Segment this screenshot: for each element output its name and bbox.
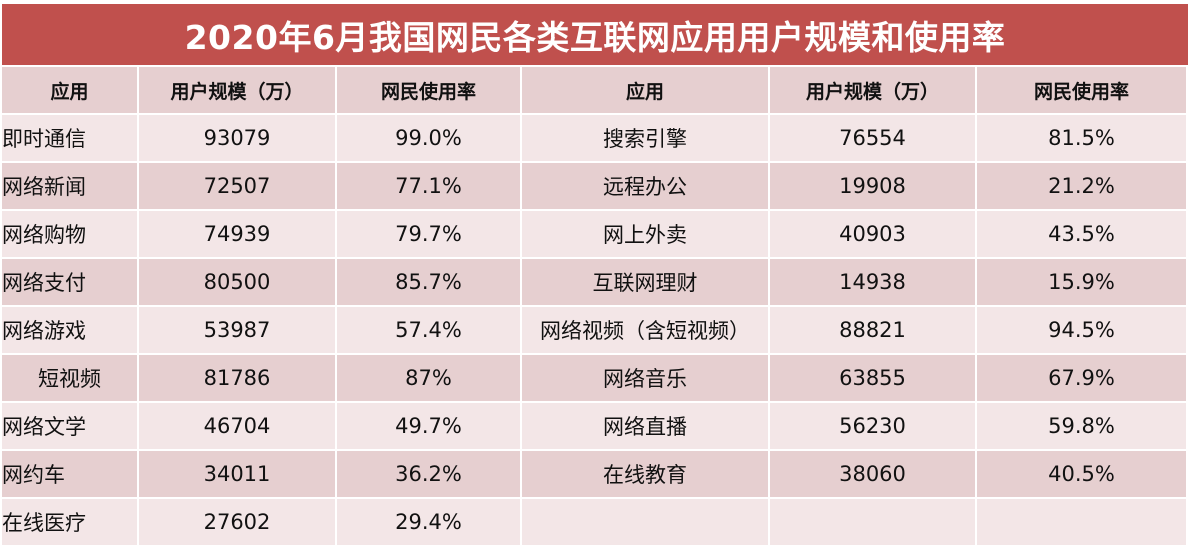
usage-rate-cell: 36.2% [337, 451, 522, 499]
usage-rate-cell: 29.4% [337, 499, 522, 547]
app-name-cell: 网络新闻 [2, 163, 139, 211]
usage-rate-cell: 43.5% [977, 211, 1188, 259]
user-count-cell: 76554 [770, 115, 977, 163]
usage-rate-cell: 85.7% [337, 259, 522, 307]
app-name-cell [522, 499, 770, 547]
table-row: 网络支付 80500 85.7% 互联网理财 14938 15.9% [2, 259, 1188, 307]
app-name-cell: 网络游戏 [2, 307, 139, 355]
user-count-cell: 72507 [139, 163, 337, 211]
user-count-cell [770, 499, 977, 547]
usage-rate-cell: 77.1% [337, 163, 522, 211]
app-name-cell: 网上外卖 [522, 211, 770, 259]
user-count-cell: 14938 [770, 259, 977, 307]
app-name-cell: 远程办公 [522, 163, 770, 211]
app-name-cell: 网络支付 [2, 259, 139, 307]
app-name-cell: 即时通信 [2, 115, 139, 163]
app-name-cell: 在线教育 [522, 451, 770, 499]
table-row: 短视频 81786 87% 网络音乐 63855 67.9% [2, 355, 1188, 403]
usage-rate-cell: 49.7% [337, 403, 522, 451]
user-count-cell: 81786 [139, 355, 337, 403]
table-title: 2020年6月我国网民各类互联网应用用户规模和使用率 [2, 4, 1188, 65]
table-row: 网络游戏 53987 57.4% 网络视频（含短视频） 88821 94.5% [2, 307, 1188, 355]
app-name-cell: 网络购物 [2, 211, 139, 259]
user-count-cell: 88821 [770, 307, 977, 355]
app-name-cell: 搜索引擎 [522, 115, 770, 163]
user-count-cell: 19908 [770, 163, 977, 211]
usage-rate-cell: 40.5% [977, 451, 1188, 499]
user-count-cell: 27602 [139, 499, 337, 547]
app-name-cell: 在线医疗 [2, 499, 139, 547]
usage-rate-cell: 94.5% [977, 307, 1188, 355]
usage-rate-cell: 87% [337, 355, 522, 403]
app-name-cell: 短视频 [2, 355, 139, 403]
header-app-right: 应用 [522, 67, 770, 115]
user-count-cell: 56230 [770, 403, 977, 451]
user-count-cell: 80500 [139, 259, 337, 307]
user-count-cell: 74939 [139, 211, 337, 259]
usage-rate-cell: 15.9% [977, 259, 1188, 307]
table-row: 网约车 34011 36.2% 在线教育 38060 40.5% [2, 451, 1188, 499]
user-count-cell: 34011 [139, 451, 337, 499]
user-count-cell: 38060 [770, 451, 977, 499]
user-count-cell: 53987 [139, 307, 337, 355]
usage-table: 应用 用户规模（万） 网民使用率 应用 用户规模（万） 网民使用率 即时通信 9… [2, 67, 1188, 547]
table-row: 即时通信 93079 99.0% 搜索引擎 76554 81.5% [2, 115, 1188, 163]
table-row: 在线医疗 27602 29.4% [2, 499, 1188, 547]
header-users-right: 用户规模（万） [770, 67, 977, 115]
user-count-cell: 93079 [139, 115, 337, 163]
app-name-cell: 网络音乐 [522, 355, 770, 403]
header-users-left: 用户规模（万） [139, 67, 337, 115]
header-app-left: 应用 [2, 67, 139, 115]
usage-rate-cell: 59.8% [977, 403, 1188, 451]
table-row: 网络文学 46704 49.7% 网络直播 56230 59.8% [2, 403, 1188, 451]
table-slide: 2020年6月我国网民各类互联网应用用户规模和使用率 应用 用户规模（万） 网民… [2, 4, 1188, 550]
header-row: 应用 用户规模（万） 网民使用率 应用 用户规模（万） 网民使用率 [2, 67, 1188, 115]
user-count-cell: 63855 [770, 355, 977, 403]
app-name-cell: 网约车 [2, 451, 139, 499]
usage-rate-cell: 57.4% [337, 307, 522, 355]
usage-rate-cell: 79.7% [337, 211, 522, 259]
usage-rate-cell: 81.5% [977, 115, 1188, 163]
usage-rate-cell [977, 499, 1188, 547]
user-count-cell: 46704 [139, 403, 337, 451]
usage-rate-cell: 21.2% [977, 163, 1188, 211]
header-rate-right: 网民使用率 [977, 67, 1188, 115]
table-row: 网络购物 74939 79.7% 网上外卖 40903 43.5% [2, 211, 1188, 259]
usage-rate-cell: 99.0% [337, 115, 522, 163]
usage-rate-cell: 67.9% [977, 355, 1188, 403]
app-name-cell: 网络直播 [522, 403, 770, 451]
app-name-cell: 网络文学 [2, 403, 139, 451]
app-name-cell: 互联网理财 [522, 259, 770, 307]
header-rate-left: 网民使用率 [337, 67, 522, 115]
table-row: 网络新闻 72507 77.1% 远程办公 19908 21.2% [2, 163, 1188, 211]
user-count-cell: 40903 [770, 211, 977, 259]
app-name-cell: 网络视频（含短视频） [522, 307, 770, 355]
